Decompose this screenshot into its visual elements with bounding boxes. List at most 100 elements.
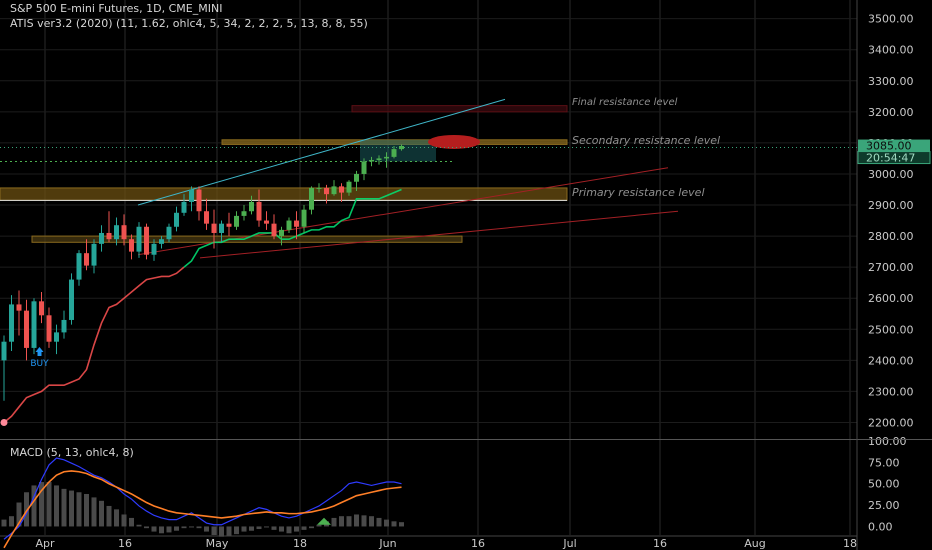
candle-body	[391, 149, 397, 157]
price-tick-label: 3200.00	[868, 106, 914, 119]
macd-tick-label: 50.00	[868, 478, 900, 491]
macd-histogram-bar	[189, 526, 194, 528]
macd-histogram-bar	[136, 524, 142, 527]
macd-histogram-bar	[376, 517, 382, 527]
macd-histogram-bar	[309, 526, 314, 529]
candle-body	[159, 239, 164, 244]
macd-histogram-bar	[16, 502, 22, 527]
macd-title: MACD (5, 13, ohlc4, 8)	[10, 446, 134, 459]
price-tick-label: 2700.00	[868, 261, 914, 274]
macd-histogram-bar	[91, 497, 97, 527]
price-tick-label: 2300.00	[868, 385, 914, 398]
macd-histogram-bar	[226, 526, 232, 536]
macd-histogram-bar	[129, 517, 134, 527]
candle-body	[331, 186, 337, 195]
macd-histogram-bar	[1, 519, 7, 527]
macd-histogram-bar	[114, 509, 119, 527]
macd-histogram-bar	[61, 488, 67, 527]
buy-label: BUY	[30, 359, 49, 369]
time-tick-label: May	[206, 537, 229, 550]
candle-body	[384, 156, 389, 159]
chart-title: S&P 500 E-mini Futures, 1D, CME_MINI	[10, 2, 223, 15]
macd-histogram-bar	[219, 526, 224, 537]
time-tick-label: 16	[471, 537, 485, 550]
time-tick-label: Apr	[35, 537, 55, 550]
macd-histogram-bar	[271, 526, 277, 530]
macd-histogram-bar	[46, 482, 52, 527]
candle-body	[129, 239, 134, 252]
candle-body	[1, 341, 7, 361]
macd-histogram-bar	[384, 519, 389, 527]
candle-body	[174, 212, 179, 227]
candle-body	[144, 226, 149, 255]
candle-body	[346, 181, 352, 193]
macd-histogram-bar	[339, 516, 344, 527]
macd-histogram-bar	[106, 505, 112, 527]
macd-histogram-bar	[301, 526, 307, 530]
candle-body	[9, 304, 14, 342]
trailing-stop-red	[3, 266, 185, 424]
candle-body	[16, 304, 22, 311]
target-ellipse	[428, 134, 480, 149]
candle-body	[264, 220, 269, 224]
macd-histogram-bar	[174, 526, 179, 531]
time-tick-label: Aug	[744, 537, 765, 550]
candle-body	[309, 187, 314, 210]
macd-histogram-bar	[354, 514, 359, 527]
candle-body	[241, 211, 247, 216]
candle-body	[316, 187, 322, 189]
macd-histogram-bar	[264, 526, 269, 528]
candle-body	[121, 225, 127, 240]
candle-body	[256, 201, 262, 221]
macd-histogram-bar	[346, 516, 352, 527]
candle-body	[91, 243, 97, 266]
price-tick-label: 3400.00	[868, 44, 914, 57]
candle-body	[69, 279, 74, 320]
candle-body	[271, 223, 277, 237]
candle-body	[294, 220, 299, 227]
candle-body	[99, 232, 104, 244]
macd-line	[3, 457, 402, 540]
candle-body	[76, 253, 82, 280]
macd-histogram-bar	[279, 526, 284, 532]
time-tick-label: 16	[118, 537, 132, 550]
time-tick-label: 18	[293, 537, 307, 550]
macd-histogram-bar	[211, 526, 217, 535]
macd-histogram-bar	[196, 526, 202, 529]
candle-body	[339, 186, 344, 193]
macd-histogram-bar	[361, 515, 367, 527]
macd-histogram-bar	[151, 526, 157, 532]
candle-body	[399, 146, 404, 150]
price-tick-label: 2600.00	[868, 292, 914, 305]
time-tick-label: Jul	[562, 537, 576, 550]
candle-body	[151, 243, 157, 255]
trailing-stop-green	[183, 188, 402, 268]
price-tick-label: 2900.00	[868, 199, 914, 212]
price-tick-label: 2800.00	[868, 230, 914, 243]
buy-arrow	[35, 347, 44, 356]
macd-histogram-bar	[286, 526, 292, 534]
macd-histogram-bar	[249, 526, 254, 531]
price-tick-label: 3300.00	[868, 75, 914, 88]
candle-body	[31, 301, 37, 348]
primary-resistance-label: Primary resistance level	[572, 186, 705, 199]
candle-body	[279, 229, 284, 237]
candle-body	[226, 223, 232, 227]
price-tag-countdown: 20:54:47	[866, 152, 915, 165]
time-tick-label: 18	[843, 537, 857, 550]
macd-histogram-bar	[24, 492, 29, 527]
macd-histogram-bar	[331, 517, 337, 527]
macd-histogram-bar	[391, 521, 397, 527]
macd-histogram-bar	[54, 485, 59, 527]
macd-tick-label: 75.00	[868, 456, 900, 469]
macd-tick-label: 0.00	[868, 520, 893, 533]
price-tick-label: 2400.00	[868, 354, 914, 367]
candle-body	[24, 310, 29, 348]
zone-lower	[31, 235, 463, 243]
price-tick-label: 2500.00	[868, 323, 914, 336]
macd-histogram-bar	[166, 526, 172, 533]
macd-histogram-bar	[181, 526, 187, 529]
indicator-label: ATIS ver3.2 (2020) (11, 1.62, ohlc4, 5, …	[10, 17, 368, 30]
